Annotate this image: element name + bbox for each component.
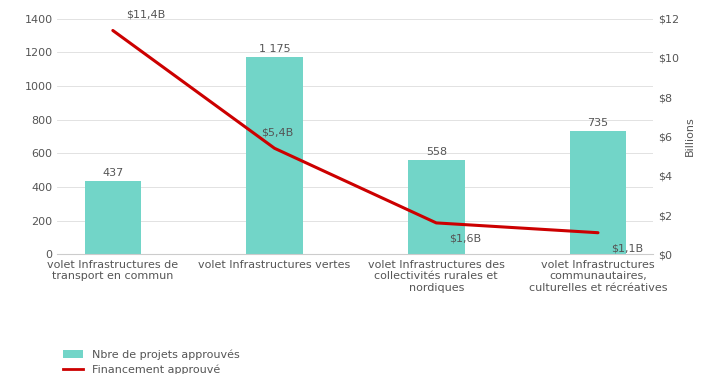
Text: 558: 558	[426, 147, 447, 157]
Bar	[408, 160, 465, 254]
Bar	[569, 131, 626, 254]
Text: $5,4B: $5,4B	[261, 128, 294, 138]
Bar	[246, 56, 303, 254]
Text: $11,4B: $11,4B	[126, 10, 165, 20]
Text: $1,6B: $1,6B	[449, 234, 481, 244]
Legend: Nbre de projets approuvés, Financement approuvé: Nbre de projets approuvés, Financement a…	[63, 349, 240, 374]
Text: 437: 437	[102, 168, 123, 178]
Y-axis label: Billions: Billions	[685, 117, 695, 156]
Bar	[85, 181, 141, 254]
Text: 735: 735	[587, 117, 609, 128]
Text: $1,1B: $1,1B	[611, 243, 643, 254]
Text: 1 175: 1 175	[258, 43, 290, 53]
